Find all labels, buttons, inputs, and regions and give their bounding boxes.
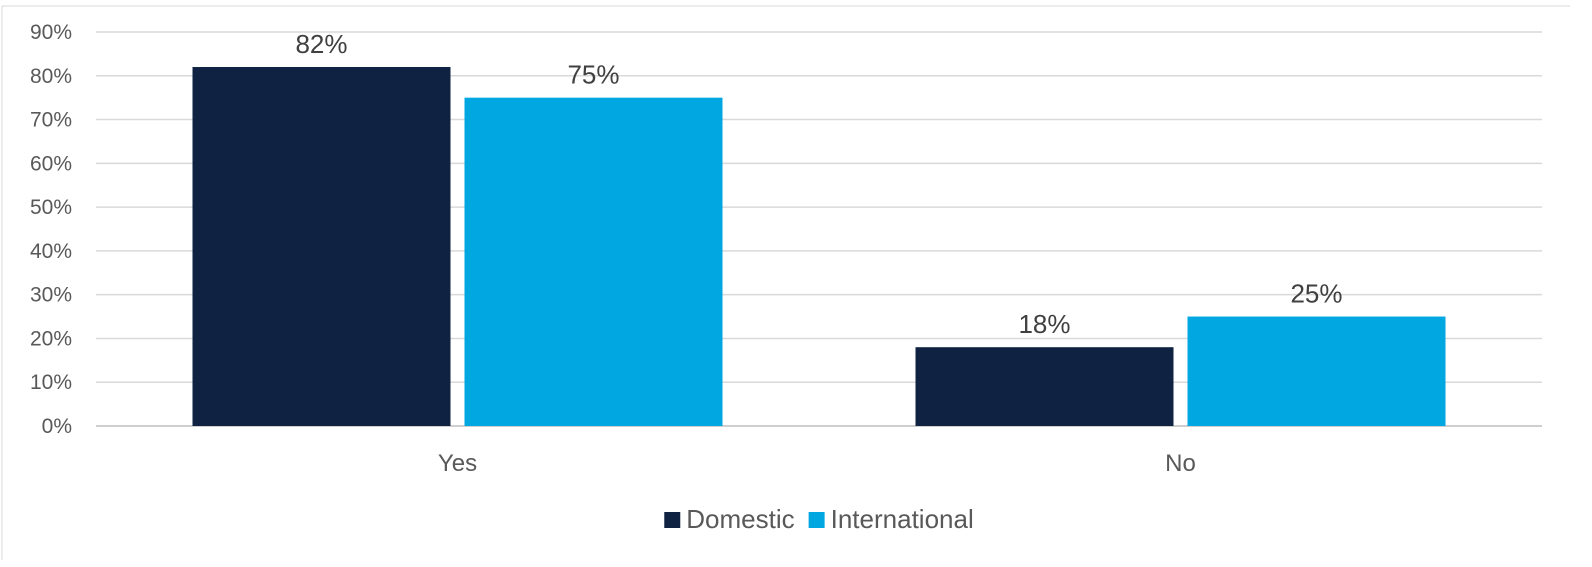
legend-item-international: International	[808, 504, 974, 534]
bar-domestic-no	[915, 347, 1174, 426]
legend-item-domestic: Domestic	[664, 504, 795, 534]
chart-frame	[1, 5, 1570, 560]
category-label: No	[1165, 450, 1196, 477]
y-tick-label: 10%	[30, 371, 72, 394]
category-labels: Yes No	[438, 450, 1196, 477]
y-tick-label: 30%	[30, 284, 72, 307]
y-tick-label: 80%	[30, 65, 72, 88]
category-label: Yes	[438, 450, 477, 477]
data-label: 18%	[1018, 309, 1070, 339]
y-tick-label: 0%	[42, 415, 72, 438]
data-labels: 82% 75% 18% 25%	[295, 29, 1342, 339]
legend-swatch	[808, 512, 825, 528]
data-label: 75%	[567, 60, 619, 90]
legend: Domestic International	[664, 504, 974, 534]
legend-swatch	[664, 512, 681, 528]
y-tick-label: 20%	[30, 327, 72, 350]
y-tick-label: 50%	[30, 196, 72, 219]
data-label: 82%	[295, 29, 347, 59]
bar-international-no	[1187, 316, 1446, 426]
y-tick-label: 40%	[30, 240, 72, 263]
y-tick-label: 70%	[30, 109, 72, 132]
legend-label: Domestic	[686, 504, 794, 534]
bar-international-yes	[464, 97, 723, 427]
y-tick-label: 90%	[30, 21, 72, 44]
y-axis-ticks: 0% 10% 20% 30% 40% 50% 60% 70% 80% 90%	[30, 21, 72, 438]
bar-domestic-yes	[192, 67, 451, 427]
data-label: 25%	[1290, 279, 1342, 309]
legend-label: International	[831, 504, 974, 534]
bars	[192, 67, 1446, 427]
y-tick-label: 60%	[30, 152, 72, 175]
